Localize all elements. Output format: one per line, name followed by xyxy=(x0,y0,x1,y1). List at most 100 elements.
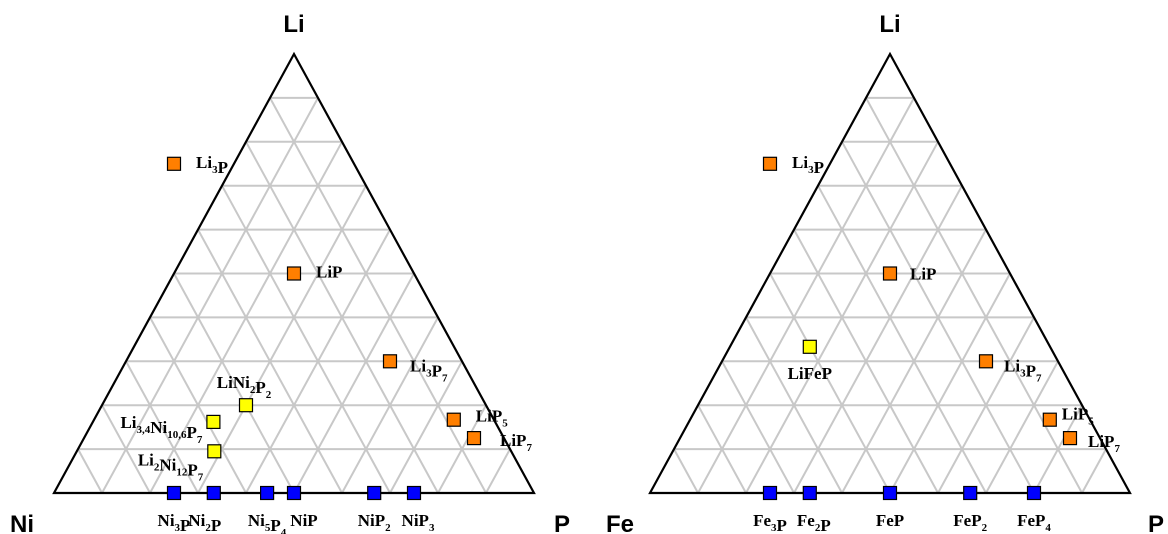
left-grid xyxy=(77,96,511,494)
formula-element: Fe xyxy=(797,511,815,530)
left-compound-marker xyxy=(286,266,302,281)
formula-subscript: 7 xyxy=(197,434,203,446)
right-grid-antidiagonal-line xyxy=(793,229,939,494)
left-compound-marker xyxy=(206,485,221,501)
right-grid-antidiagonal-line xyxy=(745,316,843,494)
li-ni-p-ternary-diagram: Li Ni P Li3PLiPLi3P7LiP5LiP7LiNi2P2Li3,4… xyxy=(10,11,570,534)
right-compound-marker xyxy=(978,354,994,369)
right-compound-marker xyxy=(1026,485,1042,501)
formula-element: LiFeP xyxy=(788,364,832,383)
right-compound-label: FeP4 xyxy=(1017,511,1051,534)
right-grid xyxy=(673,96,1107,494)
right-grid-diagonal-line xyxy=(889,273,1011,494)
right-compound-label: Fe2P xyxy=(797,511,831,534)
formula-subscript: 7 xyxy=(1114,443,1120,455)
left-compound-marker xyxy=(406,485,422,501)
formula-element: P xyxy=(255,378,265,397)
formula-element: LiP xyxy=(500,431,526,450)
formula-element: Ni xyxy=(188,511,205,530)
right-grid-diagonal-line xyxy=(793,185,963,494)
right-compound-label: LiFeP xyxy=(788,364,832,383)
formula-element: P xyxy=(180,516,190,534)
left-grid-antidiagonal-line xyxy=(269,97,487,494)
right-compound-marker xyxy=(882,485,898,501)
formula-element: LiP xyxy=(1062,405,1088,424)
formula-element: NiP xyxy=(402,511,429,530)
left-compound-marker xyxy=(206,414,221,429)
right-compound-marker xyxy=(1062,431,1078,446)
left-grid-diagonal-line xyxy=(197,185,367,494)
right-grid-antidiagonal-line xyxy=(721,360,795,494)
left-compound-label: LiP5 xyxy=(476,407,508,430)
formula-subscript: 12 xyxy=(176,466,188,478)
formula-subscript: 10,6 xyxy=(167,429,187,441)
left-grid-antidiagonal-line xyxy=(125,360,199,494)
right-grid-antidiagonal-line xyxy=(673,448,699,494)
formula-subscript: 2 xyxy=(154,461,160,473)
formula-subscript: 2 xyxy=(815,522,821,534)
left-grid-antidiagonal-line xyxy=(221,185,391,494)
left-compound-label: NiP2 xyxy=(358,511,391,534)
formula-element: P xyxy=(432,361,442,380)
formula-element: P xyxy=(218,158,228,177)
formula-subscript: 2 xyxy=(266,389,272,401)
right-compound-marker xyxy=(963,485,978,501)
left-compound-label: Ni2P xyxy=(188,511,221,534)
left-compound-marker xyxy=(207,444,222,459)
left-compound-label: LiP7 xyxy=(500,431,532,454)
right-compound-label: Li3P xyxy=(792,153,824,177)
formula-element: LiNi xyxy=(217,373,250,392)
left-compound-marker xyxy=(238,398,254,413)
formula-element: Li xyxy=(120,413,136,432)
formula-subscript: 3 xyxy=(175,522,181,534)
right-compound-label: Fe3P xyxy=(753,511,787,534)
formula-subscript: 3 xyxy=(212,164,218,176)
left-compound-marker xyxy=(382,354,398,369)
right-compound-marker xyxy=(1042,412,1057,427)
right-compound-marker xyxy=(882,266,898,281)
right-compound-label: Li3P7 xyxy=(1004,356,1042,384)
formula-element: Ni xyxy=(248,511,265,530)
left-grid-diagonal-line xyxy=(389,360,463,494)
formula-subscript: 7 xyxy=(526,442,532,454)
formula-subscript: 7 xyxy=(198,471,204,483)
right-compound-label: FeP xyxy=(876,511,904,530)
right-grid-antidiagonal-line xyxy=(697,404,747,494)
formula-subscript: 3 xyxy=(426,367,432,379)
formula-subscript: 2 xyxy=(250,384,256,396)
formula-element: Li xyxy=(196,153,212,172)
formula-element: LiP xyxy=(910,265,936,284)
formula-element: NiP xyxy=(358,511,385,530)
formula-element: LiP xyxy=(316,263,342,282)
formula-element: P xyxy=(270,516,280,534)
right-compound-label: LiP xyxy=(910,265,936,284)
formula-subscript: 2 xyxy=(385,522,391,534)
right-grid-antidiagonal-line xyxy=(817,185,987,494)
formula-subscript: 3 xyxy=(771,522,777,534)
formula-subscript: 2 xyxy=(205,522,211,534)
right-left-vertex-label: Fe xyxy=(606,511,634,534)
left-compound-marker xyxy=(367,485,382,501)
formula-subscript: 4 xyxy=(1045,522,1051,534)
left-compound-marker xyxy=(166,156,182,171)
right-grid-diagonal-line xyxy=(697,97,915,494)
formula-element: P xyxy=(777,516,787,534)
right-top-vertex-label: Li xyxy=(879,11,900,38)
formula-element: P xyxy=(814,158,824,177)
formula-subscript: 7 xyxy=(442,372,448,384)
left-grid-antidiagonal-line xyxy=(197,229,343,494)
left-top-vertex-label: Li xyxy=(283,11,304,38)
left-compound-label: Ni5P4 xyxy=(248,511,287,534)
right-compound-marker xyxy=(802,339,817,354)
formula-element: P xyxy=(187,460,197,479)
formula-subscript: 2 xyxy=(982,522,988,534)
left-right-vertex-label: P xyxy=(554,511,570,534)
left-grid-antidiagonal-line xyxy=(149,316,247,494)
left-grid-antidiagonal-line xyxy=(173,273,295,494)
formula-element: P xyxy=(211,516,221,534)
right-grid-antidiagonal-line xyxy=(841,141,1035,494)
left-compound-label: Li2Ni12P7 xyxy=(138,450,204,483)
left-compound-label: LiNi2P2 xyxy=(217,373,272,401)
left-compound-marker xyxy=(260,485,275,501)
